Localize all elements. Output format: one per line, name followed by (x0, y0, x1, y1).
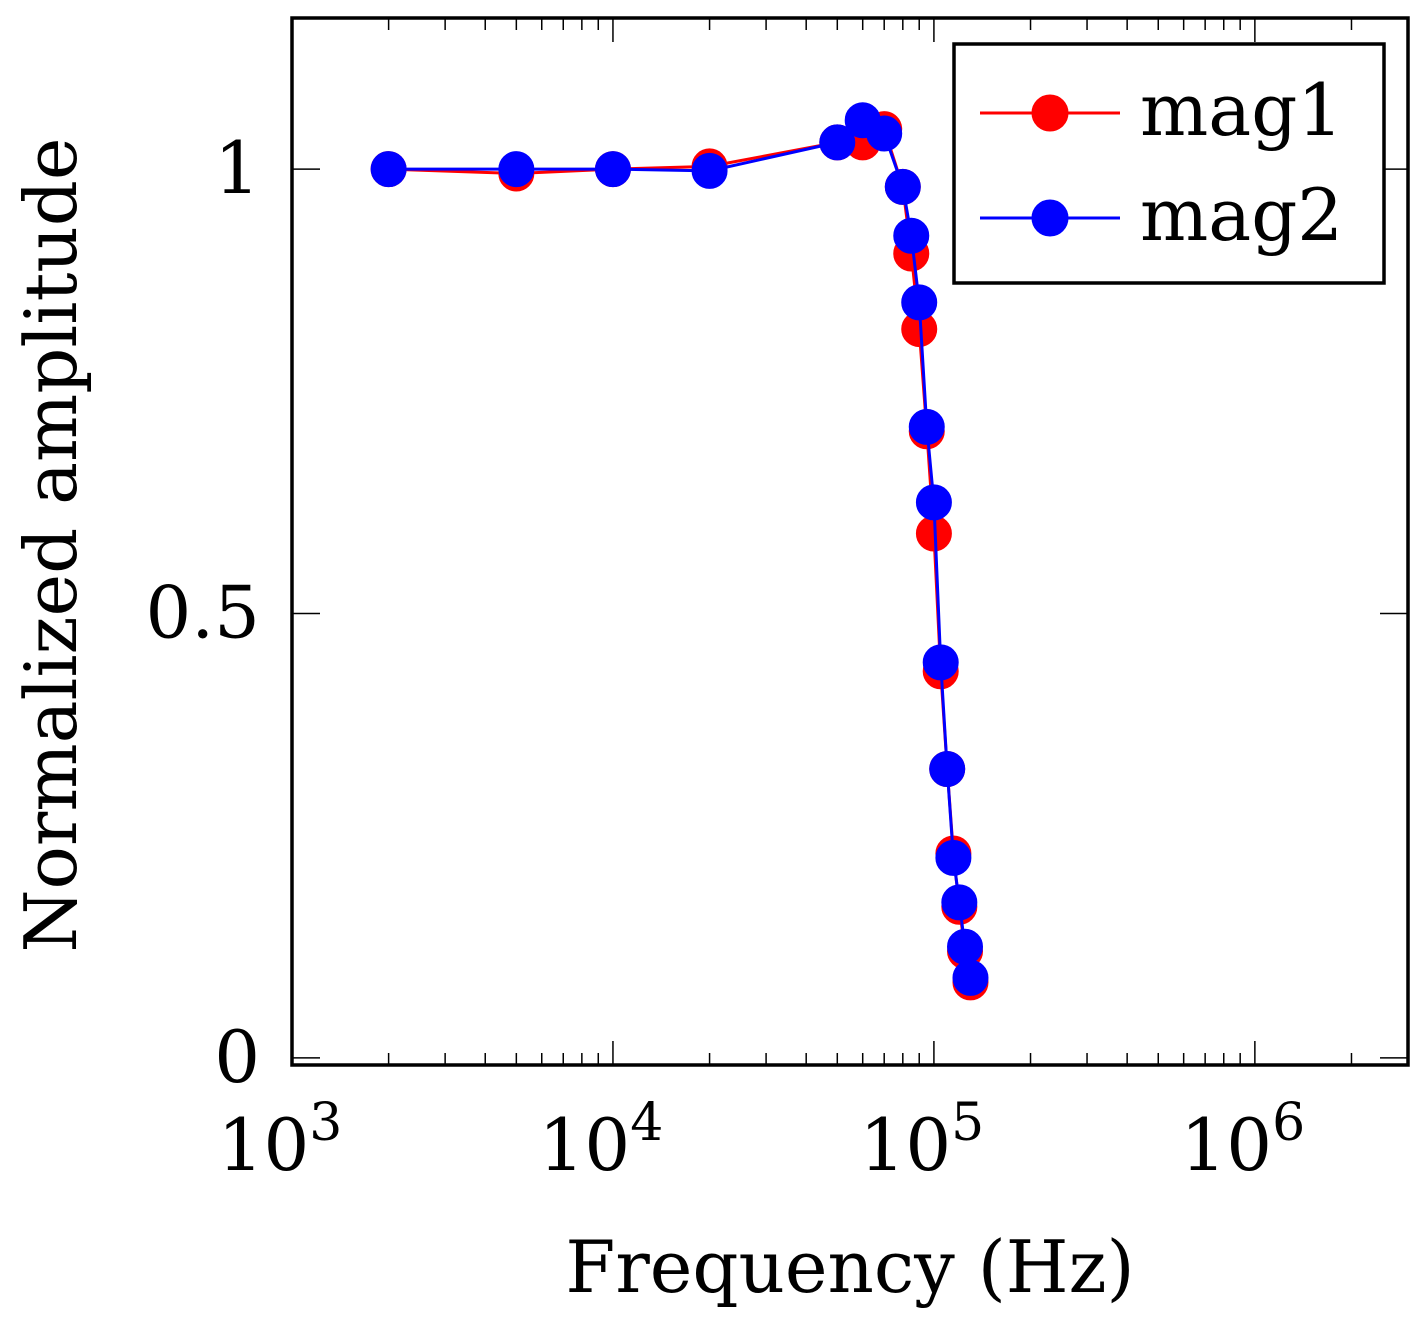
plot-frame (290, 16, 1410, 1067)
data-point-mag2 (935, 839, 972, 876)
legend-label-mag1: mag1 (1140, 68, 1343, 152)
data-point-mag2 (952, 959, 989, 996)
x-tick-label: 103 (218, 1093, 343, 1187)
data-point-mag2 (884, 168, 921, 205)
series-line-mag1 (388, 127, 972, 983)
x-tick-label: 105 (860, 1093, 985, 1187)
x-tick-label: 106 (1181, 1093, 1306, 1187)
y-tick-label: 1 (214, 126, 260, 210)
y-axis-label: Normalized amplitude (9, 138, 93, 953)
series-line-mag2 (388, 118, 972, 979)
legend-marker-mag2 (1031, 199, 1069, 237)
x-tick-labels: 103 104 105 106 (218, 1093, 1306, 1187)
data-point-mag2 (819, 124, 856, 161)
data-point-mag2 (893, 217, 930, 254)
tick-marks (291, 18, 1409, 1065)
data-point-mag2 (908, 408, 945, 445)
y-tick-label: 0.5 (145, 570, 260, 654)
data-point-mag2 (901, 284, 938, 321)
data-point-mag2 (691, 152, 728, 189)
data-point-mag2 (915, 484, 952, 521)
legend-marker-mag1 (1031, 94, 1069, 132)
data-point-mag2 (947, 928, 984, 965)
data-point-mag2 (941, 884, 978, 921)
legend-box (952, 42, 1386, 285)
data-point-mag2 (498, 151, 535, 188)
y-tick-label: 0 (214, 1015, 260, 1099)
y-tick-labels: 00.51 (145, 126, 260, 1099)
x-tick-label: 104 (539, 1093, 664, 1187)
data-point-mag2 (922, 644, 959, 681)
data-point-mag2 (370, 151, 407, 188)
series-layer (370, 102, 989, 1001)
legend-label-mag2: mag2 (1140, 173, 1343, 257)
data-point-mag2 (929, 751, 966, 788)
x-axis-label: Frequency (Hz) (565, 1225, 1134, 1309)
legend: mag1 mag2 (952, 42, 1386, 285)
data-point-mag2 (866, 115, 903, 152)
data-point-mag2 (594, 151, 631, 188)
